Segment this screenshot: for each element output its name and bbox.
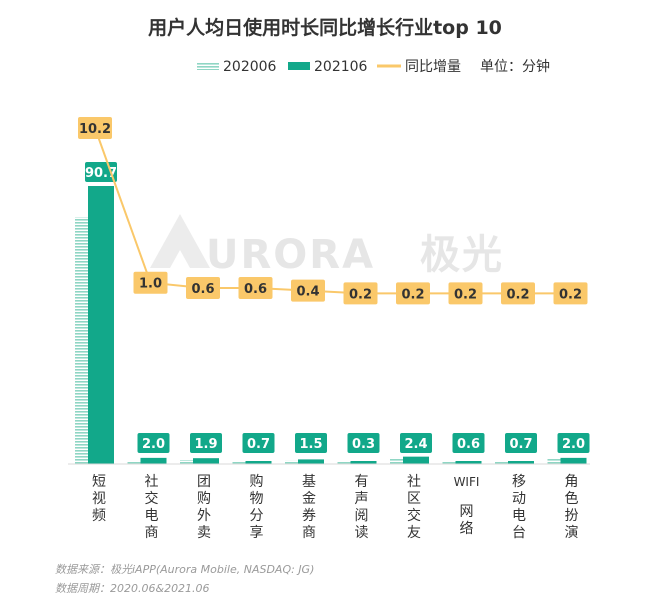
legend-label-202006: 202006	[223, 59, 277, 75]
increase-label-2: 0.6	[191, 282, 214, 297]
increase-label-8: 0.2	[506, 287, 529, 302]
bar-202106-0	[88, 186, 114, 464]
category-label-5: 有声阅读	[355, 474, 369, 541]
bar-202106-9	[560, 457, 587, 464]
bar-label-202106-1: 2.0	[142, 437, 165, 452]
increase-label-0: 10.2	[79, 122, 111, 137]
category-label-7: WIFI 网络	[454, 475, 480, 537]
watermark-latin: URORA	[206, 232, 375, 278]
bar-202006-3	[232, 461, 257, 464]
increase-label-1: 1.0	[139, 277, 162, 292]
increase-label-4: 0.4	[296, 285, 319, 300]
bar-202006-8	[495, 461, 519, 464]
bar-label-202106-5: 0.3	[352, 437, 375, 452]
increase-point-4	[291, 279, 325, 302]
bar-label-202106-2: 1.9	[194, 437, 217, 452]
bar-label-bg-2	[190, 433, 222, 453]
bar-label-bg-5	[347, 433, 380, 453]
bar-label-202106-8: 0.7	[509, 437, 532, 452]
bar-label-bg-8	[505, 433, 537, 453]
chart-title: 用户人均日使用时长同比增长行业top 10	[148, 16, 502, 39]
bar-label-bg-7	[452, 433, 485, 453]
bar-202106-2	[193, 458, 219, 464]
bar-label-202106-9: 2.0	[562, 437, 585, 452]
bar-202006-1	[127, 460, 152, 464]
bar-202006-5	[337, 461, 362, 464]
bar-202006-7	[442, 461, 467, 464]
bar-202106-5	[350, 461, 377, 464]
increase-point-3	[238, 277, 273, 300]
bar-202006-9	[547, 458, 572, 464]
category-label-1: 社交电商	[145, 474, 159, 541]
increase-label-3: 0.6	[244, 282, 267, 297]
bar-202006-4	[285, 460, 309, 464]
category-label-0: 短视频	[92, 474, 106, 524]
legend: 202006 202106 同比增量 单位：分钟	[197, 58, 550, 75]
legend-swatch-202006	[197, 62, 219, 70]
increase-label-6: 0.2	[401, 287, 424, 302]
increase-label-9: 0.2	[559, 287, 582, 302]
bar-202106-8	[508, 461, 534, 464]
bar-label-202106-4: 1.5	[299, 437, 322, 452]
bar-label-bg-1	[137, 433, 170, 453]
bar-label-bg-9	[557, 433, 590, 453]
increase-point-7	[448, 282, 483, 305]
category-label-6: 社区交友	[407, 474, 421, 541]
increase-line	[94, 127, 571, 295]
bar-202106-3	[245, 461, 272, 464]
bar-202106-1	[140, 457, 167, 464]
increase-label-7: 0.2	[454, 287, 477, 302]
bar-label-202106-3: 0.7	[247, 437, 270, 452]
legend-swatch-202106	[288, 62, 310, 70]
increase-point-1	[133, 271, 168, 294]
bar-label-202106-6: 2.4	[404, 437, 427, 452]
watermark-cjk: 极光	[420, 232, 504, 278]
legend-label-202106: 202106	[314, 59, 368, 75]
category-label-3: 购物分享	[250, 474, 264, 541]
bar-label-bg-3	[242, 433, 275, 453]
bar-202106-4	[298, 459, 324, 464]
increase-point-6	[396, 282, 430, 305]
increase-point-8	[501, 282, 535, 305]
source-note: 数据来源：极光iAPP(Aurora Mobile, NASDAQ: JG)	[55, 563, 315, 576]
increase-label-5: 0.2	[349, 287, 372, 302]
unit-label: 单位：分钟	[480, 58, 550, 75]
category-label-4: 基金券商	[302, 473, 316, 541]
increase-point-2	[186, 277, 220, 300]
increase-point-9	[553, 282, 588, 305]
category-label-9: 角色扮演	[565, 474, 579, 541]
watermark-logo-icon	[150, 214, 210, 268]
watermark: URORA 极光	[150, 214, 504, 278]
bar-202006-6	[390, 457, 414, 464]
period-note: 数据周期：2020.06&2021.06	[55, 582, 210, 595]
bar-label-bg-4	[295, 433, 327, 453]
category-label-2: 团购外卖	[197, 474, 211, 541]
bar-label-202106-7: 0.6	[457, 437, 480, 452]
increase-point-0	[78, 117, 112, 139]
category-label-8: 移动电台	[512, 474, 526, 541]
legend-label-increase: 同比增量	[405, 59, 461, 75]
increase-point-5	[343, 282, 378, 305]
bar-202106-7	[455, 461, 482, 464]
bar-label-bg-6	[400, 433, 432, 453]
bar-202106-6	[403, 456, 429, 464]
bar-202006-2	[180, 460, 204, 464]
